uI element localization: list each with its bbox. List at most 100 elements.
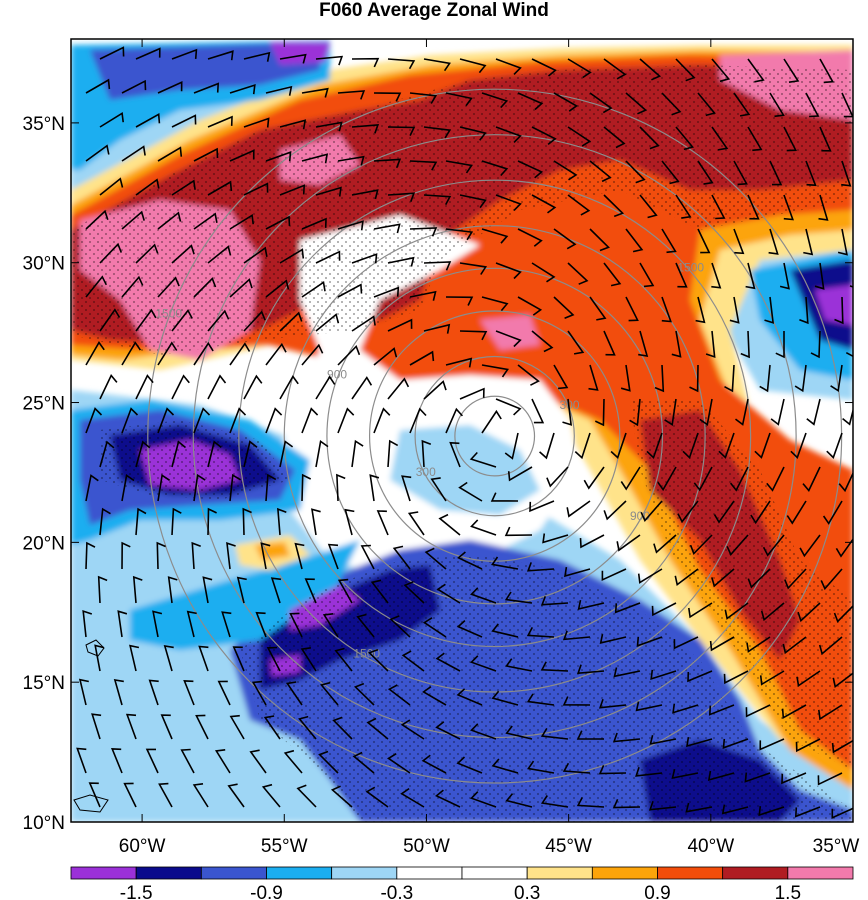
- wind-barb: [650, 669, 677, 681]
- wind-barb: [298, 715, 317, 740]
- wind-barb: [837, 228, 848, 256]
- wind-barb: [553, 296, 575, 319]
- wind-barb: [351, 439, 364, 468]
- wind-barb: [814, 262, 825, 290]
- wind-barb: [754, 432, 771, 459]
- wind-barb: [724, 364, 735, 393]
- wind-barb: [202, 576, 213, 604]
- wind-barb: [148, 679, 159, 706]
- wind-barb: [818, 194, 829, 221]
- wind-barb: [226, 542, 236, 570]
- wind-barb: [646, 432, 663, 460]
- wind-barb: [603, 58, 627, 80]
- wind-barb: [157, 146, 183, 162]
- wind-barb: [337, 155, 365, 166]
- contour-cyan-south: [130, 540, 360, 650]
- wind-barb: [562, 630, 591, 641]
- wind-barb: [744, 772, 771, 783]
- wind-barb: [576, 797, 605, 808]
- coastline: [73, 639, 109, 813]
- wind-barb: [491, 556, 519, 570]
- wind-barb: [296, 784, 317, 808]
- wind-barb: [517, 296, 543, 316]
- wind-barb: [351, 376, 373, 400]
- wind-barb: [132, 575, 143, 604]
- wind-barb: [481, 160, 509, 177]
- wind-barb: [121, 341, 142, 366]
- wind-barb: [436, 583, 461, 604]
- wind-barb: [401, 650, 425, 672]
- wind-barb: [567, 262, 589, 285]
- wind-barb: [689, 364, 699, 393]
- wind-barb: [387, 684, 411, 706]
- wind-barb: [242, 507, 252, 536]
- wind-barb: [99, 440, 115, 468]
- wind-barb: [747, 126, 763, 152]
- wind-barb: [207, 309, 230, 332]
- wind-barb: [422, 617, 447, 638]
- wind-barb: [217, 680, 231, 706]
- wind-barb: [705, 330, 716, 359]
- wind-barb: [491, 690, 519, 706]
- wind-barb: [758, 806, 785, 817]
- wind-barb: [671, 769, 699, 780]
- wind-barb: [403, 581, 425, 604]
- wind-barb: [795, 738, 821, 753]
- axes: 60°W 55°W 50°W 45°W 40°W 35°W 10°N 15°N 20°N 25°N…: [23, 39, 859, 857]
- wind-barb: [796, 670, 821, 687]
- colorbar-swatch: [70, 866, 137, 880]
- wind-barb: [445, 296, 474, 306]
- wind-barb: [265, 279, 290, 298]
- wind-barb: [708, 704, 735, 716]
- wind-barb: [649, 735, 677, 745]
- wind-barb: [265, 407, 283, 434]
- wind-barb: [594, 398, 605, 427]
- wind-barb: [243, 246, 268, 264]
- wind-barb: [135, 178, 160, 196]
- wind-barb: [301, 281, 326, 298]
- wind-barb: [803, 228, 814, 256]
- wind-barb: [526, 627, 555, 638]
- wind-barb: [495, 126, 522, 143]
- wind-barb: [531, 398, 545, 424]
- wind-barb: [531, 330, 554, 353]
- wind-barb: [123, 782, 137, 808]
- wind-barb: [445, 407, 463, 434]
- wind-barb: [121, 541, 131, 570]
- wind-barb: [805, 92, 820, 118]
- wind-barb: [625, 92, 648, 115]
- wind-barb: [157, 407, 175, 434]
- wind-barb: [770, 398, 785, 426]
- wind-barb: [207, 374, 227, 400]
- wind-barb: [265, 151, 292, 162]
- coastline-island-2: [73, 794, 109, 813]
- range-ring: [326, 267, 664, 605]
- wind-barb: [625, 160, 646, 184]
- wind-barb: [718, 432, 735, 459]
- range-ring: [414, 355, 575, 517]
- wind-barb: [833, 604, 853, 623]
- wind-barb: [766, 466, 785, 492]
- wind-barb: [613, 667, 641, 678]
- wind-barb: [229, 714, 245, 740]
- contour-pink-center: [480, 315, 540, 350]
- wind-barb: [352, 751, 375, 774]
- wind-barb: [819, 126, 832, 152]
- wind-barb: [729, 466, 749, 492]
- wind-barb: [158, 782, 173, 808]
- wind-barb: [135, 47, 161, 60]
- wind-barb: [85, 474, 99, 502]
- wind-barb: [504, 591, 533, 604]
- wind-barb: [553, 228, 577, 250]
- wind-barb: [171, 48, 198, 60]
- wind-barb: [387, 58, 416, 70]
- wind-barb: [603, 500, 627, 521]
- colorbar-swatch: [787, 866, 854, 880]
- wind-barb: [365, 786, 389, 808]
- wind-barb: [459, 330, 488, 341]
- wind-barb: [193, 212, 218, 230]
- wind-barb: [625, 228, 644, 253]
- wind-barb: [540, 795, 569, 808]
- wind-barb: [315, 440, 329, 468]
